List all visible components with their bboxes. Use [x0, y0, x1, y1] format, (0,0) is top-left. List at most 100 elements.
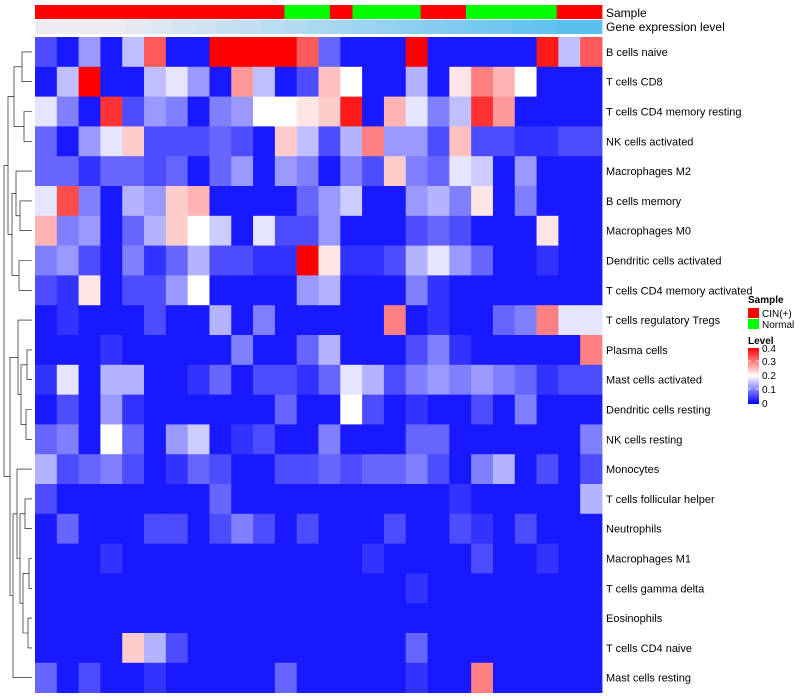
heatmap-cell — [340, 275, 363, 306]
heatmap-cell — [165, 156, 189, 187]
heatmap-cell — [558, 215, 581, 246]
heatmap-cell — [144, 394, 167, 425]
heatmap-cell — [362, 662, 385, 693]
heatmap-cell — [558, 662, 581, 693]
heatmap-cell — [471, 156, 494, 187]
heatmap-cell — [383, 335, 407, 366]
heatmap-cell — [187, 215, 210, 246]
heatmap-cell — [144, 305, 167, 336]
heatmap-cell — [536, 662, 559, 693]
heatmap-cell — [35, 424, 58, 455]
heatmap-cell — [514, 364, 537, 395]
heatmap-cell — [100, 424, 123, 455]
heatmap-cell — [296, 364, 319, 395]
sample-annotation-cell — [579, 5, 603, 19]
heatmap-cell — [274, 394, 298, 425]
heatmap-cell — [296, 394, 319, 425]
sample-annotation-cell — [57, 5, 81, 19]
heatmap-cell — [449, 454, 472, 485]
heatmap-cell — [144, 573, 167, 604]
expression-annotation-cell — [579, 20, 603, 34]
sample-annotation-track — [35, 5, 603, 19]
heatmap-cell — [187, 424, 210, 455]
heatmap-cell — [78, 543, 101, 574]
heatmap-cell — [340, 66, 363, 97]
heatmap-cell — [144, 96, 167, 127]
heatmap-cell — [56, 424, 80, 455]
heatmap-cell — [471, 662, 494, 693]
heatmap-cell — [514, 454, 537, 485]
heatmap-cell — [274, 573, 298, 604]
heatmap-cell — [318, 633, 341, 664]
heatmap-cell — [165, 603, 189, 634]
heatmap-cell — [231, 305, 254, 336]
heatmap-cell — [253, 335, 276, 366]
heatmap-cell — [536, 513, 559, 544]
heatmap-cell — [383, 186, 407, 217]
heatmap-cell — [187, 335, 210, 366]
heatmap-cell — [78, 484, 101, 515]
expression-annotation-cell — [511, 20, 535, 34]
heatmap-cell — [362, 484, 385, 515]
heatmap-cell — [209, 245, 232, 276]
heatmap-cell — [514, 245, 537, 276]
heatmap-cell — [536, 335, 559, 366]
heatmap-cell — [449, 156, 472, 187]
heatmap-cell — [427, 573, 450, 604]
heatmap-cell — [536, 364, 559, 395]
heatmap-cell — [209, 573, 232, 604]
row-label: T cells follicular helper — [606, 494, 715, 506]
heatmap-cell — [340, 454, 363, 485]
heatmap-cell — [580, 394, 603, 425]
heatmap-cell — [253, 573, 276, 604]
heatmap-cell — [78, 335, 101, 366]
sample-annotation-cell — [284, 5, 308, 19]
heatmap-cell — [187, 484, 210, 515]
heatmap-cell — [122, 37, 145, 68]
heatmap-cell — [383, 394, 407, 425]
heatmap-cell — [471, 335, 494, 366]
sample-annotation-cell — [148, 5, 172, 19]
heatmap-cell — [296, 186, 319, 217]
heatmap-cell — [122, 603, 145, 634]
heatmap-cell — [536, 394, 559, 425]
heatmap-cell — [318, 245, 341, 276]
heatmap-cell — [78, 245, 101, 276]
heatmap-cell — [296, 126, 319, 157]
heatmap-cell — [558, 275, 581, 306]
heatmap-cell — [209, 633, 232, 664]
heatmap-cell — [383, 156, 407, 187]
heatmap-cell — [274, 484, 298, 515]
heatmap-cell — [231, 96, 254, 127]
heatmap-cell — [165, 66, 189, 97]
heatmap-cell — [318, 275, 341, 306]
heatmap-cell — [558, 603, 581, 634]
heatmap-cell — [274, 335, 298, 366]
heatmap-cell — [580, 126, 603, 157]
heatmap-cell — [340, 156, 363, 187]
heatmap-cell — [471, 424, 494, 455]
expression-annotation-cell — [488, 20, 512, 34]
heatmap-cell — [144, 424, 167, 455]
heatmap-cell — [165, 513, 189, 544]
heatmap-cell — [35, 96, 58, 127]
heatmap-cell — [165, 305, 189, 336]
heatmap-cell — [165, 454, 189, 485]
heatmap-cell — [56, 37, 80, 68]
heatmap-cell — [449, 394, 472, 425]
heatmap-cell — [580, 305, 603, 336]
heatmap-cell — [471, 484, 494, 515]
heatmap-cell — [405, 513, 428, 544]
heatmap-cell — [471, 513, 494, 544]
heatmap-cell — [362, 394, 385, 425]
level-colorbar — [748, 348, 759, 404]
heatmap-cell — [362, 215, 385, 246]
heatmap-cell — [187, 245, 210, 276]
heatmap-cell — [427, 394, 450, 425]
heatmap-cell — [558, 454, 581, 485]
heatmap-cell — [165, 215, 189, 246]
heatmap-cell — [231, 513, 254, 544]
heatmap-cell — [362, 126, 385, 157]
heatmap-cell — [56, 305, 80, 336]
heatmap-cell — [471, 245, 494, 276]
